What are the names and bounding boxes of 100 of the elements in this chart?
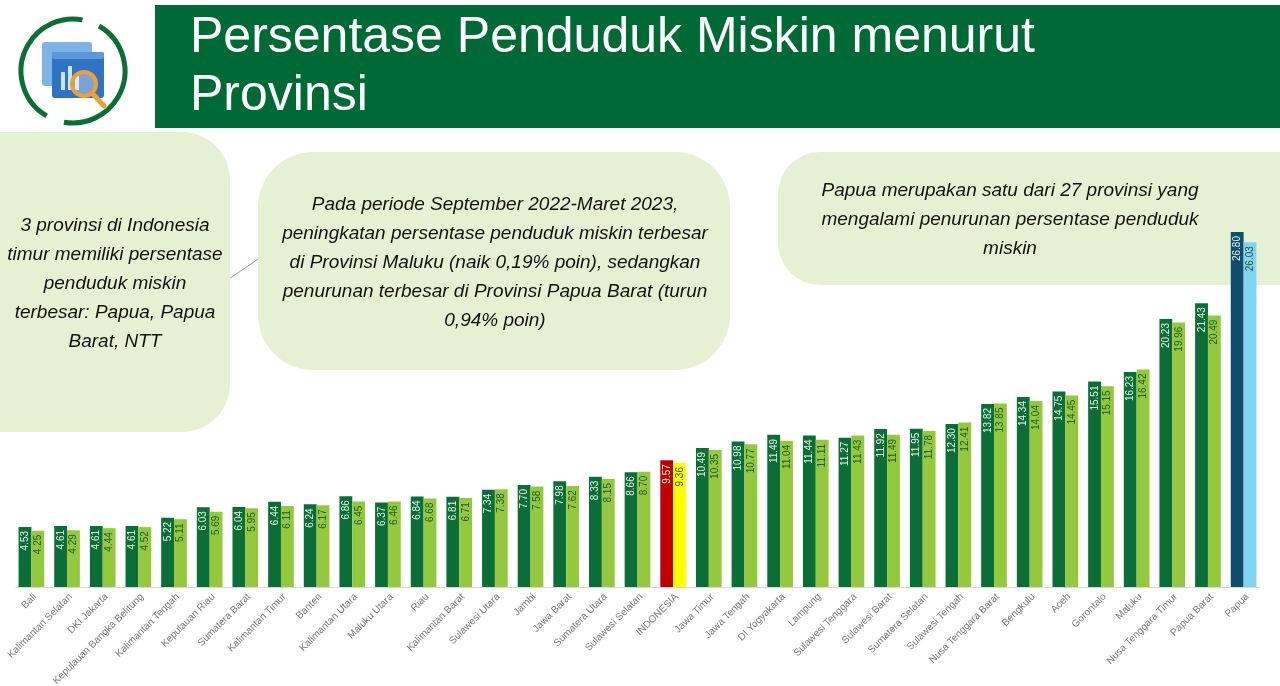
bar bbox=[482, 489, 495, 587]
bar bbox=[410, 496, 424, 587]
bar bbox=[232, 506, 246, 587]
bar bbox=[1136, 369, 1150, 587]
bar bbox=[780, 440, 793, 587]
bar bbox=[601, 479, 615, 587]
data-label: 6.46 bbox=[388, 505, 400, 525]
data-label: 6.37 bbox=[375, 506, 387, 527]
data-label: 10.49 bbox=[696, 451, 708, 478]
bar bbox=[589, 476, 602, 587]
data-label: 12.30 bbox=[945, 427, 957, 454]
bar bbox=[1100, 386, 1114, 587]
data-label: 6.03 bbox=[197, 510, 209, 531]
data-label: 4.61 bbox=[125, 529, 137, 550]
data-label: 13.85 bbox=[994, 407, 1006, 433]
data-label: 26.03 bbox=[1244, 245, 1256, 272]
data-label: 6.45 bbox=[352, 505, 364, 526]
bar bbox=[339, 496, 353, 587]
data-label: 5.22 bbox=[161, 521, 173, 542]
data-label: 8.33 bbox=[589, 480, 601, 501]
data-label: 7.58 bbox=[530, 490, 542, 511]
bar bbox=[196, 507, 210, 587]
bar bbox=[268, 501, 281, 587]
data-label: 12.41 bbox=[958, 426, 970, 452]
data-label: 9.57 bbox=[660, 463, 672, 484]
data-label: 15.15 bbox=[1101, 389, 1113, 416]
data-label: 11.95 bbox=[910, 432, 922, 457]
data-label: 7.62 bbox=[566, 489, 578, 510]
annotation: 3 provinsi di Indonesia timur memiliki persentase penduduk miskin terbesar: Papua, Papua Barat, NTT bbox=[6, 212, 224, 353]
bar bbox=[815, 439, 829, 587]
data-label: 14.34 bbox=[1017, 400, 1029, 427]
data-label: 8.66 bbox=[625, 475, 637, 496]
annotation: Papua merupakan satu dari 27 provinsi yang mengalami penurunan persentase penduduk miskin bbox=[820, 178, 1200, 260]
data-label: 11.43 bbox=[851, 439, 863, 464]
x-tick-label: Bali bbox=[18, 590, 39, 611]
data-label: 6.17 bbox=[317, 508, 329, 529]
data-label: 7.34 bbox=[482, 493, 494, 514]
data-label: 6.68 bbox=[424, 502, 435, 522]
bar bbox=[553, 481, 567, 587]
bar bbox=[1243, 242, 1257, 587]
bar bbox=[994, 403, 1007, 587]
data-label: 9.36 bbox=[673, 466, 685, 487]
bar bbox=[1088, 381, 1101, 587]
bar bbox=[517, 485, 531, 587]
bar bbox=[673, 463, 686, 587]
annotation: Pada periode September 2022-Maret 2023, peningkatan persentase penduduk miskin terbesar di Provinsi Maluku (naik 0,19% poin), sedangkan penurunan terbesar di Provinsi Papua Barat (turun 0,94% poin) bbox=[281, 191, 710, 332]
data-label: 5.69 bbox=[210, 515, 222, 536]
bar bbox=[922, 430, 936, 587]
bar bbox=[1065, 395, 1079, 587]
data-label: 20.23 bbox=[1159, 322, 1171, 349]
data-label: 26.80 bbox=[1231, 235, 1243, 262]
x-tick-label: Riau bbox=[408, 590, 431, 614]
bar bbox=[1029, 401, 1043, 587]
bar bbox=[245, 508, 259, 587]
bar bbox=[1172, 322, 1186, 587]
bar bbox=[958, 422, 972, 587]
bar bbox=[54, 525, 68, 587]
data-label: 4.61 bbox=[90, 529, 102, 550]
data-label: 4.61 bbox=[54, 529, 66, 550]
data-label: 11.11 bbox=[816, 443, 828, 468]
bar bbox=[280, 506, 294, 587]
data-label: 14.75 bbox=[1052, 395, 1064, 421]
bar bbox=[887, 434, 900, 587]
bar bbox=[1207, 315, 1221, 587]
data-label: 4.53 bbox=[18, 530, 30, 551]
data-label: 7.70 bbox=[518, 488, 530, 509]
bar bbox=[1195, 303, 1208, 587]
data-label: 16.23 bbox=[1124, 375, 1136, 402]
bar bbox=[375, 502, 388, 587]
data-label: 10.35 bbox=[709, 453, 721, 479]
data-label: 15.51 bbox=[1088, 385, 1100, 411]
bar bbox=[352, 501, 366, 587]
bar bbox=[446, 496, 460, 587]
data-label: 4.44 bbox=[103, 531, 115, 552]
data-label: 20.49 bbox=[1208, 319, 1220, 345]
bar bbox=[303, 504, 317, 587]
data-label: 5.95 bbox=[245, 511, 257, 532]
bar bbox=[660, 460, 674, 587]
bar bbox=[802, 435, 816, 587]
data-label: 6.71 bbox=[459, 501, 471, 522]
data-label: 6.86 bbox=[339, 499, 351, 520]
data-label: 8.15 bbox=[602, 482, 614, 503]
chart-title: Persentase Penduduk Miskin menurut Provinsi bbox=[190, 6, 1036, 122]
bar bbox=[1123, 372, 1137, 587]
data-label: 4.29 bbox=[67, 533, 79, 554]
bar bbox=[138, 527, 152, 587]
bar bbox=[174, 519, 187, 587]
bar bbox=[459, 498, 473, 587]
bar bbox=[767, 434, 781, 587]
data-label: 14.04 bbox=[1030, 404, 1042, 431]
data-label: 8.70 bbox=[637, 475, 649, 496]
bar bbox=[851, 435, 865, 587]
bar bbox=[209, 511, 223, 587]
data-label: 11.92 bbox=[874, 432, 886, 458]
data-label: 7.98 bbox=[553, 484, 565, 505]
data-label: 11.49 bbox=[887, 438, 899, 464]
data-label: 6.81 bbox=[446, 500, 458, 521]
data-label: 4.52 bbox=[138, 530, 150, 551]
data-label: 6.04 bbox=[232, 510, 244, 531]
data-label: 7.38 bbox=[495, 492, 507, 513]
